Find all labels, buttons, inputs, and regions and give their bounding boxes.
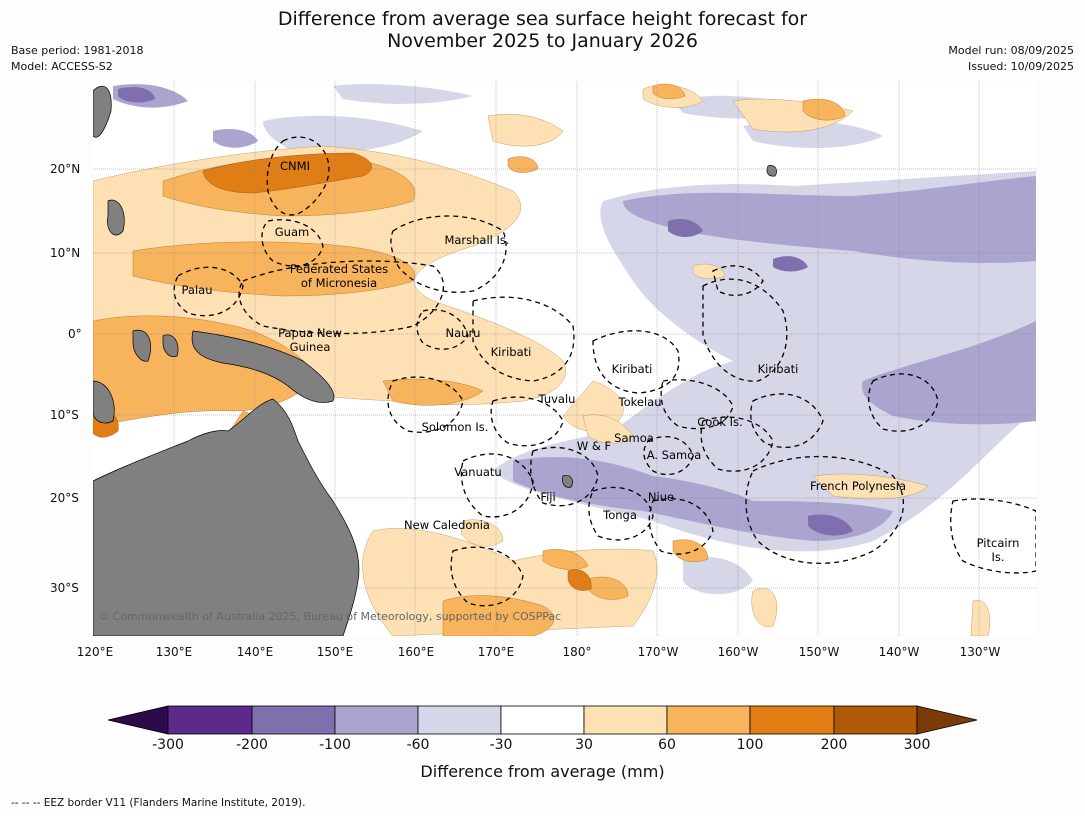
place-label-kiribati-central: Kiribati <box>611 362 653 376</box>
lat-label-10n: 10°N <box>50 246 81 260</box>
colorbar-bin-3 <box>334 705 419 735</box>
place-label-niue: Niue <box>647 490 675 504</box>
colorbar-tick: 200 <box>820 737 848 753</box>
place-label-guam: Guam <box>274 225 310 239</box>
chart-title: Difference from average sea surface heig… <box>0 8 1085 52</box>
place-label-tonga: Tonga <box>603 508 637 522</box>
place-label-cook-islands: Cook Is. <box>697 415 743 429</box>
lon-label-170e: 170°E <box>477 645 515 659</box>
place-label-samoa: Samoa <box>614 431 654 445</box>
colorbar-tick: -300 <box>152 737 184 753</box>
lon-label-140e: 140°E <box>236 645 274 659</box>
lat-label-equator: 0° <box>68 327 82 341</box>
place-label-new-caledonia: New Caledonia <box>404 518 490 532</box>
footer-legend: -- -- -- EEZ border V11 (Flanders Marine… <box>11 797 306 809</box>
place-label-vanuatu: Vanuatu <box>454 465 502 479</box>
place-label-palau: Palau <box>181 283 213 297</box>
colorbar-tick: 300 <box>903 737 931 753</box>
map-canvas <box>93 81 1036 636</box>
meta-right: Model run: 08/09/2025 Issued: 10/09/2025 <box>948 43 1074 75</box>
place-label-french-polynesia: French Polynesia <box>809 479 907 493</box>
colorbar-bin-9 <box>833 705 918 735</box>
lon-label-120e: 120°E <box>76 645 114 659</box>
colorbar-bin-4 <box>417 705 502 735</box>
place-label-kiribati-west: Kiribati <box>490 345 532 359</box>
place-label-tokelau: Tokelau <box>618 395 662 409</box>
colorbar-bin-2 <box>251 705 336 735</box>
place-label-american-samoa: A. Samoa <box>646 448 702 462</box>
lat-label-30s: 30°S <box>50 581 79 595</box>
place-label-micronesia: Federated States of Micronesia <box>289 262 389 290</box>
title-line-2: November 2025 to January 2026 <box>387 30 698 52</box>
lon-label-130e: 130°E <box>155 645 193 659</box>
lat-label-10s: 10°S <box>50 408 79 422</box>
colorbar <box>108 705 978 735</box>
lat-label-20n: 20°N <box>50 162 81 176</box>
colorbar-tick: 60 <box>658 737 676 753</box>
place-label-nauru: Nauru <box>445 326 481 340</box>
lon-label-150e: 150°E <box>316 645 354 659</box>
model-text: Model: ACCESS-S2 <box>11 60 113 73</box>
meta-left: Base period: 1981-2018 Model: ACCESS-S2 <box>11 43 143 75</box>
lon-label-150w: 150°W <box>798 645 840 659</box>
colorbar-bin-7 <box>666 705 751 735</box>
lon-label-140w: 140°W <box>878 645 920 659</box>
colorbar-tick: -200 <box>236 737 268 753</box>
place-label-pitcairn: Pitcairn Is. <box>976 536 1020 564</box>
colorbar-bin-1 <box>167 705 253 735</box>
lon-label-170w: 170°W <box>637 645 679 659</box>
copyright-text: © Commonwealth of Australia 2025, Bureau… <box>98 610 562 623</box>
colorbar-tick: -60 <box>406 737 430 753</box>
colorbar-tick: 30 <box>575 737 593 753</box>
lon-label-160w: 160°W <box>717 645 759 659</box>
issued-text: Issued: 10/09/2025 <box>967 60 1074 73</box>
colorbar-tick: 100 <box>736 737 764 753</box>
colorbar-extend-low <box>108 705 169 735</box>
place-label-tuvalu: Tuvalu <box>538 392 576 406</box>
place-label-wallis-futuna: W & F <box>576 439 612 453</box>
colorbar-tick: -30 <box>489 737 513 753</box>
model-run-text: Model run: 08/09/2025 <box>948 44 1074 57</box>
colorbar-bin-8 <box>749 705 835 735</box>
place-label-solomon-islands: Solomon Is. <box>421 420 489 434</box>
lat-label-20s: 20°S <box>50 491 79 505</box>
lon-label-130w: 130°W <box>959 645 1001 659</box>
lon-label-160e: 160°E <box>397 645 435 659</box>
place-label-cnmi: CNMI <box>280 159 310 173</box>
title-line-1: Difference from average sea surface heig… <box>277 8 808 30</box>
map-area <box>93 81 1036 636</box>
base-period-text: Base period: 1981-2018 <box>11 44 144 57</box>
place-label-fiji: Fiji <box>540 490 556 504</box>
colorbar-extend-high <box>916 705 978 735</box>
lon-label-180: 180° <box>562 645 592 659</box>
colorbar-bin-6 <box>583 705 668 735</box>
colorbar-tick: -100 <box>319 737 351 753</box>
place-label-papua-new-guinea: Papua New Guinea <box>278 326 342 354</box>
colorbar-bin-5 <box>500 705 585 735</box>
colorbar-label: Difference from average (mm) <box>420 762 665 781</box>
place-label-marshall-islands: Marshall Is. <box>444 233 510 247</box>
place-label-kiribati-east: Kiribati <box>757 362 799 376</box>
